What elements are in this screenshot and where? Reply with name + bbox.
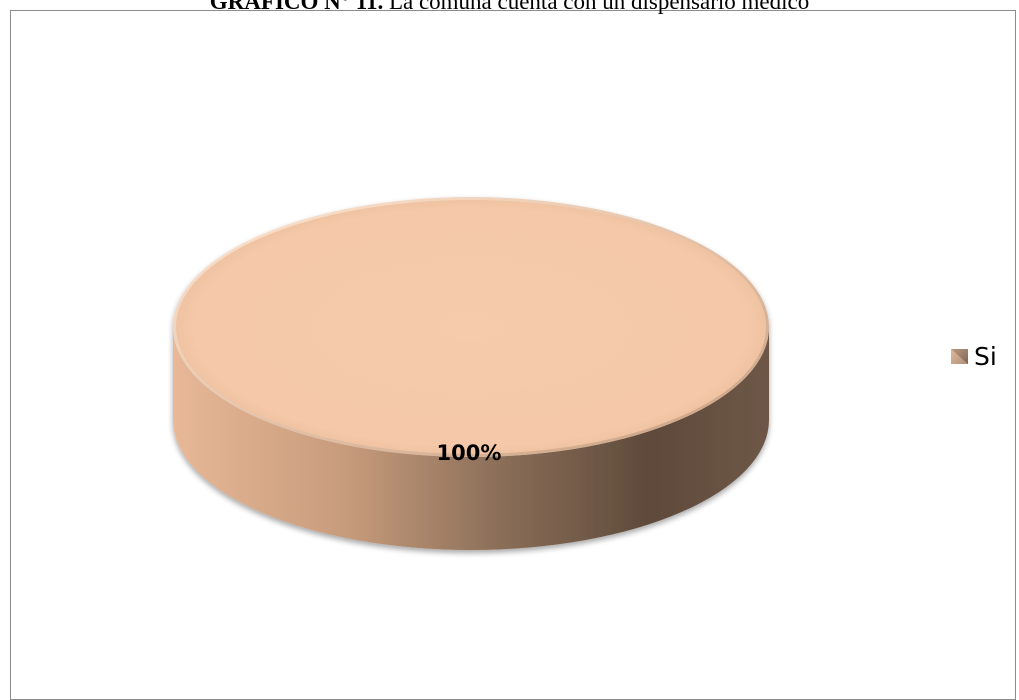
legend-swatch-si [951, 349, 968, 364]
legend-label-si: Si [974, 342, 997, 371]
chart-title-number: GRAFICO N° 11. [209, 0, 384, 14]
legend: Si [951, 342, 997, 371]
chart-title: GRAFICO N° 11. La comuna cuenta con un d… [0, 0, 1019, 16]
data-label-si: 100% [437, 441, 502, 465]
pie-slice-side-si [173, 327, 769, 550]
pie-slice-si [176, 200, 766, 454]
chart-title-text: La comuna cuenta con un dispensario medi… [383, 0, 810, 14]
